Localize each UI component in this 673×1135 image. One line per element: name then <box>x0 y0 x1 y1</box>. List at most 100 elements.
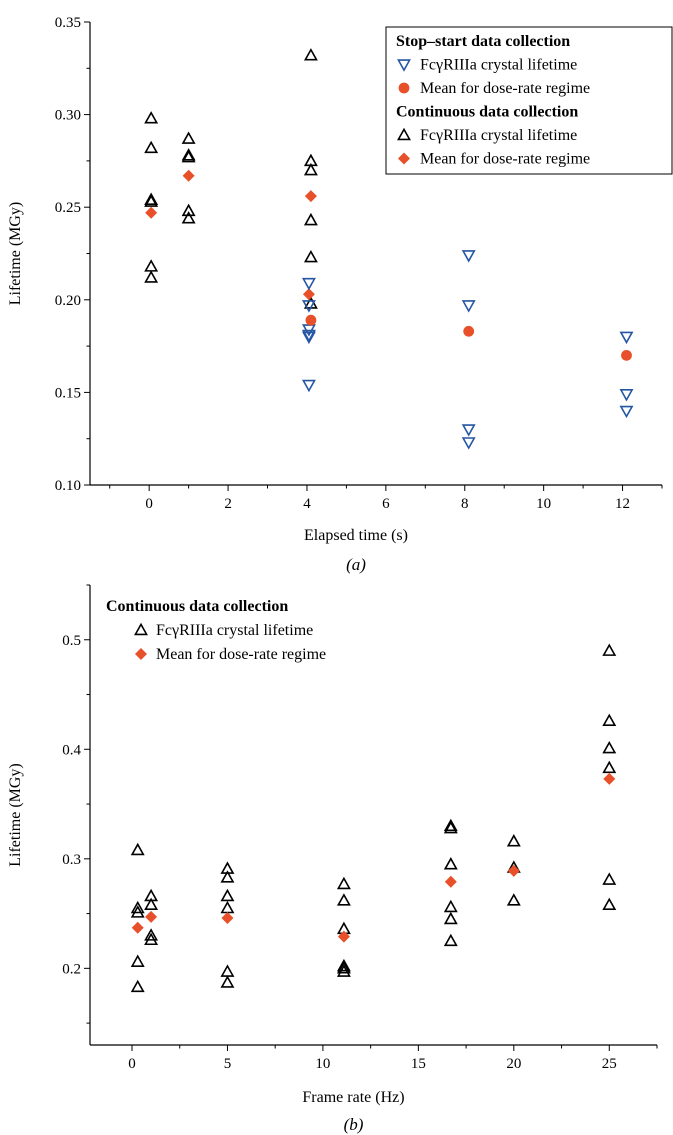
y-tick-label: 0.3 <box>62 852 81 868</box>
x-tick-label: 25 <box>602 1056 617 1072</box>
data-point-triangle-up <box>336 961 351 974</box>
x-tick-label: 20 <box>506 1056 521 1072</box>
data-point-triangle-up <box>130 979 145 993</box>
data-point-triangle-up <box>303 162 318 176</box>
data-point-triangle-up <box>220 975 235 988</box>
data-point-triangle-up <box>181 149 196 163</box>
legend-marker-diamond <box>135 648 147 660</box>
data-point-triangle-up <box>602 713 617 727</box>
data-point-triangle-up <box>181 131 196 144</box>
legend: Stop–start data collection FcγRIIIa cryst… <box>385 26 673 175</box>
data-point-triangle-up <box>144 192 159 205</box>
x-tick-label: 6 <box>382 496 390 512</box>
legend-entry-label: Mean for dose-rate regime <box>156 646 326 663</box>
data-point-triangle-up <box>181 148 196 161</box>
legend-entry-label: FcγRIIIa crystal lifetime <box>420 57 577 74</box>
chart-panel-b: 0 5 10 15 20 25 0.2 0.3 0.4 0.5 Frame rate (Hz) Lif… <box>7 584 658 1134</box>
data-point-triangle-up <box>602 643 617 656</box>
y-tick-label: 0.10 <box>55 478 81 494</box>
data-point-triangle-up <box>602 872 617 885</box>
data-point-triangle-up <box>220 900 235 914</box>
data-point-triangle-up <box>144 270 159 283</box>
data-point-triangle-up <box>181 211 196 224</box>
y-tick-label: 0.35 <box>55 15 81 31</box>
data-point-triangle-up <box>220 964 235 977</box>
panel-label: (b) <box>344 1115 364 1134</box>
data-point-triangle-up <box>130 842 145 856</box>
data-point-triangle-down <box>301 379 316 393</box>
data-point-triangle-up <box>220 888 235 902</box>
data-point-triangle-down <box>461 437 476 450</box>
data-point-triangle-down <box>461 300 476 313</box>
x-tick-label: 15 <box>411 1056 426 1072</box>
data-point-diamond <box>131 921 144 934</box>
data-point-triangle-up <box>506 893 521 906</box>
x-axis-title: Elapsed time (s) <box>304 527 408 544</box>
data-point-triangle-up <box>144 259 159 272</box>
data-point-triangle-up <box>336 876 351 890</box>
data-point-triangle-down <box>301 331 316 345</box>
data-point-diamond <box>444 875 457 888</box>
y-tick-label: 0.30 <box>55 108 81 124</box>
x-tick-label: 8 <box>461 496 469 512</box>
legend-entry-label: FcγRIIIa crystal lifetime <box>156 622 313 639</box>
data-point-diamond <box>145 910 158 923</box>
y-tick-label: 0.20 <box>55 293 81 309</box>
data-point-triangle-up <box>144 932 159 946</box>
data-point-triangle-up <box>303 212 318 226</box>
data-point-circle <box>305 314 317 326</box>
y-tick-label: 0.25 <box>55 200 81 216</box>
legend: Continuous data collection FcγRIIIa cryst… <box>106 598 326 663</box>
data-point-triangle-up <box>443 857 458 870</box>
legend-heading: Continuous data collection <box>106 598 288 615</box>
data-point-diamond <box>337 930 350 943</box>
legend-entry-label: FcγRIIIa crystal lifetime <box>420 127 577 144</box>
legend-heading: Continuous data collection <box>396 104 578 121</box>
x-tick-label: 2 <box>224 496 232 512</box>
data-point-triangle-up <box>336 893 351 906</box>
y-tick-label: 0.2 <box>62 961 81 977</box>
data-point-triangle-up <box>443 911 458 925</box>
data-point-diamond <box>145 206 158 219</box>
data-point-triangle-up <box>506 834 521 847</box>
data-point-triangle-up <box>130 900 145 914</box>
data-point-triangle-up <box>144 897 159 911</box>
data-point-triangle-up <box>130 954 145 967</box>
y-tick-label: 0.15 <box>55 385 81 401</box>
legend-marker-diamond <box>398 152 410 165</box>
x-axis-title: Frame rate (Hz) <box>302 1089 404 1106</box>
data-point-triangle-up <box>443 899 458 913</box>
data-point-triangle-down <box>301 277 316 291</box>
legend-marker-circle <box>398 82 410 94</box>
x-tick-label: 10 <box>315 1056 330 1072</box>
data-point-triangle-up <box>144 194 159 207</box>
legend-marker-triangle-up <box>397 127 411 141</box>
data-point-diamond <box>182 169 195 182</box>
y-tick-label: 0.5 <box>62 633 81 649</box>
y-tick-label: 0.4 <box>62 742 81 758</box>
data-point-triangle-up <box>602 740 617 754</box>
data-point-diamond <box>507 864 520 877</box>
x-tick-label: 10 <box>536 496 551 512</box>
data-point-triangle-up <box>443 820 458 834</box>
panel-label: (a) <box>346 555 366 574</box>
data-point-diamond <box>304 190 317 203</box>
data-point-diamond <box>302 288 315 301</box>
data-point-diamond <box>221 911 234 924</box>
legend-entry-label: Mean for dose-rate regime <box>420 151 590 168</box>
y-axis-title: Lifetime (MGy) <box>7 763 24 867</box>
data-point-triangle-up <box>443 818 458 832</box>
x-tick-label: 12 <box>615 496 630 512</box>
data-point-triangle-down <box>461 250 476 263</box>
legend-marker-triangle-down <box>397 59 411 72</box>
data-point-circle <box>621 349 632 361</box>
legend-marker-triangle-up <box>134 622 148 636</box>
chart-panel-a: 0 2 4 6 8 10 12 0.10 0.15 0.20 0.25 0.30 0.35 Elapsed… <box>7 15 673 574</box>
data-point-triangle-up <box>144 140 159 154</box>
data-point-triangle-down <box>619 389 634 402</box>
x-tick-label: 4 <box>303 496 311 512</box>
x-tick-label: 0 <box>145 496 153 512</box>
data-point-triangle-down <box>619 331 634 345</box>
data-point-triangle-up <box>303 48 318 61</box>
